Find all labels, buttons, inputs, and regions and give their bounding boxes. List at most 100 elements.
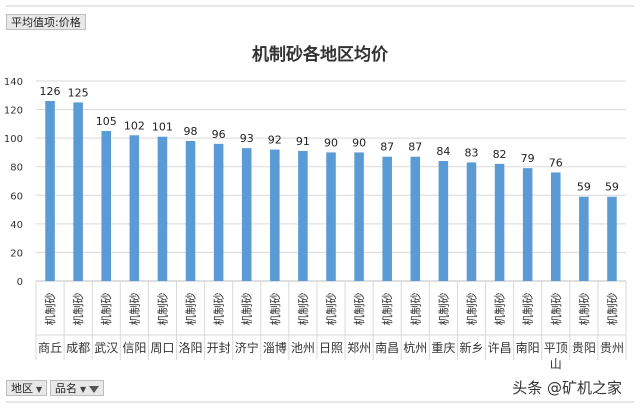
product-label: 机制砂 (352, 293, 366, 326)
data-label: 79 (521, 152, 535, 165)
data-label: 126 (40, 85, 61, 98)
product-field-button[interactable]: 品名 ▼ (50, 380, 105, 396)
data-label: 98 (184, 125, 198, 138)
y-tick-label: 40 (10, 220, 23, 231)
data-label: 87 (380, 141, 394, 154)
bar[interactable] (579, 196, 589, 281)
bar[interactable] (270, 149, 280, 281)
category-label: 杭州 (403, 340, 427, 355)
bar[interactable] (522, 168, 533, 281)
watermark: 头条 @矿机之家 (512, 379, 622, 397)
data-label: 87 (408, 141, 422, 154)
y-tick-label: 0 (17, 277, 23, 288)
category-label: 重庆 (431, 341, 455, 355)
y-tick-label: 120 (4, 106, 23, 117)
bar[interactable] (494, 163, 505, 281)
y-tick-label: 80 (10, 163, 23, 174)
data-label: 82 (493, 148, 507, 161)
dropdown-arrow-icon[interactable]: ▼ (36, 385, 43, 394)
product-label: 机制砂 (493, 293, 507, 326)
product-label: 机制砂 (155, 293, 169, 326)
product-label: 机制砂 (380, 293, 394, 326)
category-label: 南阳 (516, 340, 540, 355)
region-field-button[interactable]: 地区 ▼ (6, 380, 48, 396)
category-label: 商丘 (38, 340, 62, 355)
data-label: 59 (605, 181, 619, 194)
product-label: 机制砂 (127, 293, 141, 326)
product-label: 机制砂 (99, 293, 113, 326)
product-label: 机制砂 (464, 293, 478, 326)
y-tick-label: 140 (4, 77, 23, 88)
bars (45, 101, 617, 281)
bar[interactable] (354, 152, 364, 281)
category-label: 贵阳 (572, 341, 596, 355)
data-label: 90 (352, 136, 366, 149)
product-label: 机制砂 (184, 293, 198, 326)
category-label: 周口 (150, 341, 174, 355)
data-label: 84 (436, 145, 450, 158)
bar[interactable] (607, 196, 617, 281)
data-label: 93 (240, 132, 254, 145)
bar[interactable] (438, 161, 449, 281)
category-label: 南昌 (375, 340, 399, 355)
product-label: 机制砂 (268, 293, 282, 326)
data-label: 90 (324, 136, 338, 149)
bar[interactable] (101, 131, 112, 281)
bar[interactable] (466, 162, 477, 281)
bar[interactable] (241, 148, 252, 281)
y-tick-label: 60 (10, 191, 23, 202)
data-label: 101 (152, 121, 173, 134)
category-label: 洛阳 (179, 340, 203, 355)
product-label: 机制砂 (43, 293, 57, 326)
y-axis-ticks: 0 20 40 60 80 100 120 140 (4, 77, 23, 288)
category-label: 武汉 (94, 341, 118, 355)
product-label: 机制砂 (549, 293, 563, 326)
bar[interactable] (550, 172, 561, 281)
bar[interactable] (157, 136, 168, 281)
data-label: 102 (124, 119, 145, 132)
bar[interactable] (410, 156, 421, 281)
value-field-label: 平均值项:价格 (11, 16, 81, 29)
bar[interactable] (326, 152, 336, 281)
category-label: 信阳 (122, 341, 146, 355)
product-label: 机制砂 (240, 293, 254, 326)
category-label: 池州 (291, 341, 315, 355)
category-label: 许昌 (488, 341, 512, 355)
bar[interactable] (73, 102, 83, 281)
data-label: 76 (549, 156, 563, 169)
data-label: 105 (96, 115, 117, 128)
y-tick-label: 20 (10, 248, 23, 259)
data-label: 92 (268, 134, 282, 147)
category-label: 贵州 (600, 341, 624, 355)
product-label: 机制砂 (436, 293, 450, 326)
data-label: 83 (464, 146, 478, 159)
bar[interactable] (298, 151, 308, 281)
bar[interactable] (213, 143, 224, 281)
region-field-label: 地区 (11, 382, 33, 395)
bar[interactable] (129, 135, 140, 281)
data-label: 59 (577, 181, 591, 194)
product-label: 机制砂 (212, 293, 226, 326)
category-label: 郑州 (347, 340, 371, 355)
category-label: 开封 (207, 341, 231, 355)
dropdown-arrow-icon[interactable]: ▼ (80, 385, 87, 394)
data-label: 125 (68, 86, 89, 99)
value-field-button[interactable]: 平均值项:价格 (6, 14, 86, 30)
filter-funnel-icon[interactable] (89, 385, 100, 393)
product-label: 机制砂 (324, 293, 338, 326)
product-label: 机制砂 (577, 293, 591, 326)
bar[interactable] (45, 101, 55, 281)
category-label-cont: 山 (550, 357, 562, 371)
category-label: 平顶 (544, 341, 568, 355)
bar[interactable] (382, 156, 392, 281)
category-label: 成都 (66, 341, 90, 355)
category-label: 新乡 (459, 340, 483, 355)
product-label: 机制砂 (71, 293, 85, 326)
product-label: 机制砂 (408, 293, 422, 326)
data-label: 96 (212, 128, 226, 141)
bar[interactable] (185, 141, 196, 281)
product-field-label: 品名 (55, 382, 77, 395)
category-label: 淄博 (263, 340, 287, 355)
